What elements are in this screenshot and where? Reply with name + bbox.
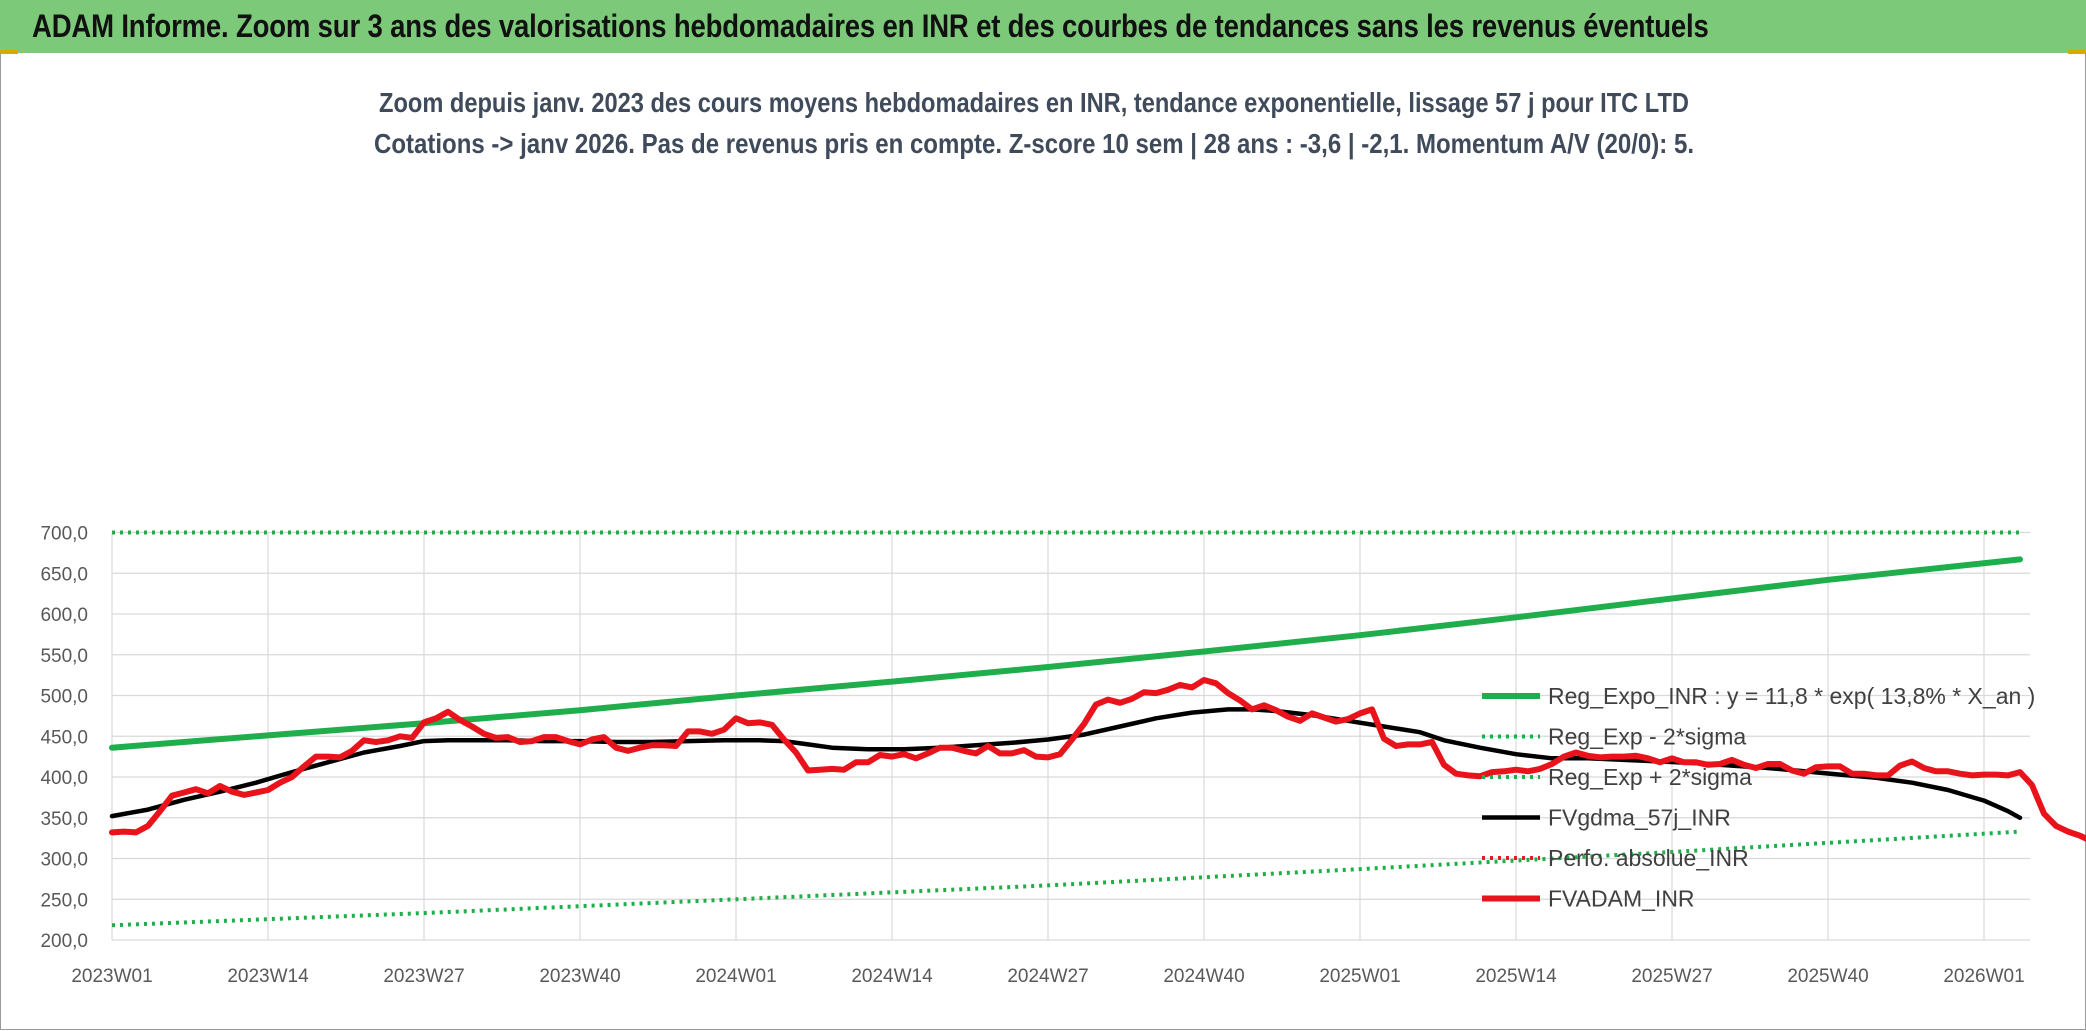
x-axis-ticks: 2023W01 2023W14 2023W27 2023W40 2024W01 2024W… <box>71 966 2024 987</box>
x-tick-label: 2025W40 <box>1787 966 1868 987</box>
legend-label: Perfo. absolue_INR <box>1548 845 1749 871</box>
legend: Reg_Expo_INR : y = 11,8 * exp( 13,8% * X… <box>1482 683 2035 912</box>
grid-lines <box>111 531 2030 941</box>
series-line-reg-expo-inr <box>109 556 2023 751</box>
title-banner: ADAM Informe. Zoom sur 3 ans des valoris… <box>0 0 2086 53</box>
x-tick-label: 2024W14 <box>851 966 933 987</box>
series-lines <box>109 530 2086 928</box>
x-tick-label: 2023W40 <box>539 966 620 987</box>
x-tick-label: 2025W01 <box>1319 966 1400 987</box>
y-tick-label: 550,0 <box>40 646 88 667</box>
y-tick-label: 400,0 <box>40 768 88 789</box>
y-tick-label: 500,0 <box>40 687 88 708</box>
x-tick-label: 2023W01 <box>71 966 152 987</box>
series-line-reg-exp-2-sigma <box>111 829 2021 928</box>
y-tick-label: 200,0 <box>40 931 88 952</box>
left-corner-mark <box>0 50 18 54</box>
y-tick-label: 250,0 <box>40 890 88 911</box>
chart-subtitle-line2: Cotations -> janv 2026. Pas de revenus p… <box>374 128 1694 159</box>
legend-label: FVADAM_INR <box>1548 886 1695 912</box>
y-tick-label: 700,0 <box>40 524 88 545</box>
legend-label: Reg_Exp + 2*sigma <box>1548 764 1752 790</box>
x-tick-label: 2024W27 <box>1007 966 1088 987</box>
x-tick-label: 2026W01 <box>1943 966 2024 987</box>
y-tick-label: 450,0 <box>40 727 88 748</box>
report-title: ADAM Informe. Zoom sur 3 ans des valoris… <box>32 8 1709 44</box>
subtitle-background <box>374 80 1694 170</box>
x-tick-label: 2023W27 <box>383 966 464 987</box>
x-tick-label: 2024W01 <box>695 966 776 987</box>
y-tick-label: 600,0 <box>40 605 88 626</box>
x-tick-label: 2023W14 <box>227 966 309 987</box>
chart-subtitle-line1: Zoom depuis janv. 2023 des cours moyens … <box>379 87 1689 118</box>
legend-label: FVgdma_57j_INR <box>1548 805 1731 831</box>
legend-label: Reg_Expo_INR : y = 11,8 * exp( 13,8% * X… <box>1548 683 2035 709</box>
x-tick-label: 2025W27 <box>1631 966 1712 987</box>
y-axis-ticks: 200,0 250,0 300,0 350,0 400,0 450,0 500,0 550,0… <box>40 524 88 953</box>
x-tick-label: 2025W14 <box>1475 966 1557 987</box>
series-line-fvadam-inr <box>109 677 2086 842</box>
y-tick-label: 650,0 <box>40 564 88 585</box>
y-tick-label: 300,0 <box>40 850 88 871</box>
y-tick-label: 350,0 <box>40 809 88 830</box>
x-tick-label: 2024W40 <box>1163 966 1244 987</box>
legend-label: Reg_Exp - 2*sigma <box>1548 724 1746 750</box>
right-corner-mark <box>2068 50 2086 54</box>
